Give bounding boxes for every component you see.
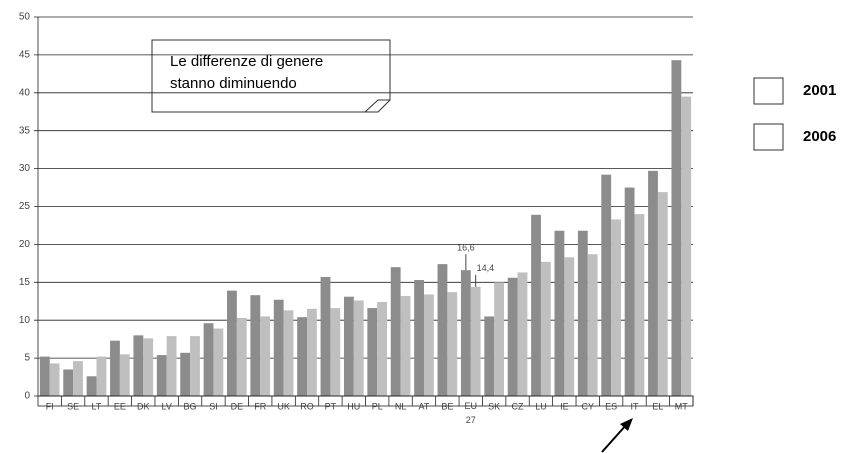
- callout-box: [151, 39, 391, 113]
- bar: [400, 295, 411, 396]
- callout-fold: [364, 99, 390, 113]
- annotation: stanno diminuendo: [170, 75, 297, 92]
- bar: [540, 261, 551, 396]
- bar: [307, 308, 317, 396]
- bar: [250, 295, 261, 396]
- bar: [601, 174, 612, 396]
- bar: [554, 230, 565, 396]
- bar: [143, 338, 154, 396]
- bar: [203, 323, 214, 396]
- y-tick-label: 5: [24, 353, 30, 364]
- bar: [671, 60, 682, 397]
- bar: [577, 230, 588, 396]
- bar: [86, 376, 97, 396]
- bar: [437, 264, 448, 396]
- y-tick-label: 45: [19, 50, 31, 61]
- bar: [494, 282, 504, 396]
- legend-swatch: [753, 123, 784, 151]
- bar: [634, 214, 645, 396]
- x-label-frame: [37, 395, 694, 407]
- x-tick-label: EU 27: [465, 401, 478, 425]
- value-label: 16,6: [457, 243, 475, 253]
- bar: [297, 317, 308, 396]
- y-tick-label: 15: [19, 277, 31, 288]
- bar: [273, 299, 284, 396]
- y-tick-label: 10: [19, 315, 31, 326]
- bar: [73, 361, 83, 396]
- x-tick-label-line: 27: [466, 415, 476, 425]
- bar: [367, 308, 378, 396]
- y-tick-label: 35: [19, 125, 31, 136]
- bar: [236, 317, 247, 396]
- bar: [190, 336, 200, 396]
- bar: [587, 254, 598, 396]
- bar: [96, 356, 107, 396]
- bar: [681, 96, 692, 396]
- bar: [414, 280, 424, 396]
- arrow: [601, 423, 628, 453]
- bar: [507, 277, 518, 396]
- bar: [343, 296, 354, 396]
- y-tick-label: 25: [19, 201, 31, 212]
- y-tick-label: 0: [24, 391, 30, 402]
- bar: [517, 272, 528, 396]
- bar: [180, 352, 191, 396]
- bar: [470, 286, 481, 396]
- bar: [353, 300, 364, 396]
- bar: [260, 316, 271, 396]
- bar: [119, 354, 130, 396]
- bar: [484, 316, 495, 396]
- bar: [611, 219, 621, 396]
- legend-label: 2001: [803, 82, 836, 99]
- bar: [564, 257, 575, 396]
- y-tick-label: 40: [19, 87, 31, 98]
- bar: [213, 328, 224, 396]
- y-tick-label: 50: [19, 12, 31, 23]
- value-label: 14,4: [477, 263, 495, 273]
- bar: [39, 356, 50, 396]
- bar: [447, 292, 458, 396]
- bar: [377, 302, 388, 396]
- y-tick-label: 30: [19, 163, 31, 174]
- bar: [63, 369, 74, 396]
- bar: [110, 340, 120, 396]
- y-tick-label: 20: [19, 239, 31, 250]
- bar: [133, 335, 144, 396]
- bar: [657, 192, 668, 396]
- bar: [390, 267, 401, 396]
- bar: [624, 187, 635, 396]
- bar: [156, 355, 167, 396]
- bar: [460, 270, 471, 396]
- bar: [49, 363, 60, 396]
- arrow-head: [620, 418, 633, 431]
- bar: [283, 310, 294, 396]
- bar: [166, 336, 177, 396]
- legend-swatch: [753, 77, 784, 105]
- annotation: Le differenze di genere: [170, 53, 323, 70]
- bar: [423, 294, 434, 396]
- bar: [531, 214, 541, 396]
- bar: [330, 308, 341, 396]
- bar: [320, 276, 331, 396]
- bar: [648, 170, 658, 396]
- legend-label: 2006: [803, 128, 836, 145]
- bar: [227, 290, 237, 396]
